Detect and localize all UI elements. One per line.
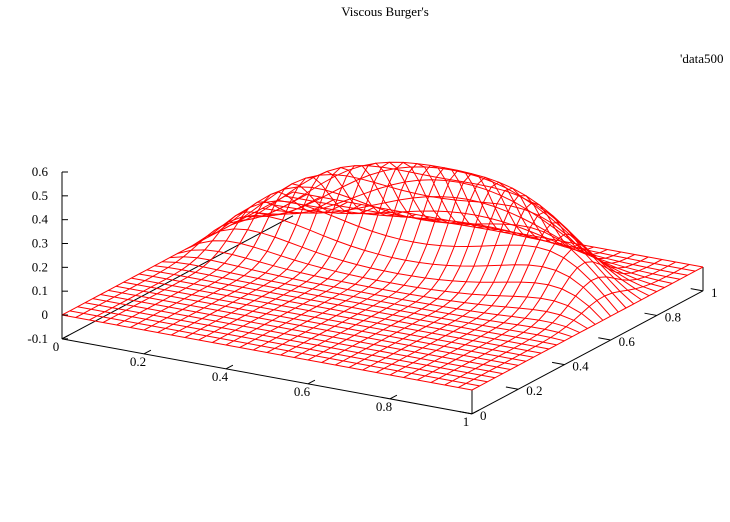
y-tick-label: 0.2 <box>526 383 542 398</box>
x-tick-label: 0.6 <box>294 384 311 399</box>
z-tick-label: 0.2 <box>32 259 48 274</box>
x-tick-mark <box>61 334 70 340</box>
mesh-line-y-27 <box>269 203 680 280</box>
axes-box <box>61 172 704 415</box>
x-tick-mark <box>307 379 316 385</box>
x-tick-label: 0.4 <box>212 369 229 384</box>
mesh-line-x-1 <box>75 194 307 318</box>
mesh-line-y-28 <box>277 199 688 276</box>
x-tick-mark <box>143 349 152 355</box>
chart-title: Viscous Burger's <box>341 4 429 19</box>
axis-line-x <box>61 338 473 415</box>
y-tick-mark <box>598 337 611 341</box>
mesh-line-y-0 <box>61 314 473 391</box>
mesh-line-x-12 <box>225 161 458 346</box>
mesh-line-y-19 <box>207 200 619 313</box>
mesh-line-y-6 <box>108 289 519 366</box>
mesh-line-y-11 <box>146 269 557 346</box>
y-tick-label: 0.4 <box>572 359 589 374</box>
mesh-line-y-18 <box>200 214 611 317</box>
x-tick-mark <box>471 409 480 415</box>
mesh-line-y-9 <box>131 277 542 354</box>
x-tick-label: 0.2 <box>130 354 146 369</box>
x-tick-mark <box>225 364 234 370</box>
mesh-line-y-4 <box>92 298 503 375</box>
mesh-line-y-30 <box>292 191 704 268</box>
y-tick-label: 1 <box>711 285 718 300</box>
surface-mesh <box>61 161 704 391</box>
mesh-line-y-29 <box>285 195 696 272</box>
tick-labels: -0.100.10.20.30.40.50.600.20.40.60.81 00.… <box>27 164 717 429</box>
axis-line-y <box>471 290 704 415</box>
y-tick-label: 0.6 <box>619 334 636 349</box>
y-tick-mark <box>459 411 473 415</box>
mesh-line-y-15 <box>177 249 588 329</box>
y-tick-label: 0.8 <box>665 309 681 324</box>
z-tick-label: -0.1 <box>27 331 48 346</box>
x-tick-label: 0.8 <box>376 399 392 414</box>
mesh-line-x-4 <box>116 191 348 326</box>
z-tick-label: 0.4 <box>32 212 49 227</box>
z-tick-label: 0 <box>42 307 49 322</box>
z-tick-label: 0.3 <box>32 236 48 251</box>
z-tick-label: 0.5 <box>32 188 48 203</box>
mesh-line-y-10 <box>138 273 550 350</box>
mesh-line-y-14 <box>169 256 580 334</box>
y-tick-mark <box>552 361 565 366</box>
mesh-line-x-27 <box>430 259 663 383</box>
mesh-line-y-21 <box>223 173 635 305</box>
mesh-line-y-1 <box>69 310 480 387</box>
z-tick-label: 0.1 <box>32 283 48 298</box>
mesh-line-y-2 <box>77 306 488 383</box>
y-tick-mark <box>644 312 657 316</box>
y-tick-mark <box>505 386 519 390</box>
y-tick-mark <box>690 288 704 292</box>
y-tick-label: 0 <box>480 408 487 423</box>
mesh-line-y-12 <box>154 265 565 342</box>
mesh-line-y-5 <box>100 294 511 370</box>
mesh-line-x-2 <box>89 196 321 321</box>
x-tick-label: 1 <box>463 414 470 429</box>
x-tick-mark <box>389 394 398 400</box>
mesh-line-y-3 <box>85 302 496 379</box>
mesh-line-y-8 <box>123 281 534 358</box>
legend-label: 'data500 <box>680 51 724 66</box>
mesh-line-y-17 <box>192 228 604 321</box>
mesh-line-y-7 <box>115 285 526 362</box>
z-tick-label: 0.6 <box>32 164 49 179</box>
axis-line-back <box>61 215 294 340</box>
mesh-line-y-20 <box>215 186 627 309</box>
mesh-line-y-23 <box>239 161 650 297</box>
x-tick-label: 0 <box>53 339 60 354</box>
mesh-line-y-16 <box>184 240 596 325</box>
mesh-line-y-13 <box>162 261 573 338</box>
